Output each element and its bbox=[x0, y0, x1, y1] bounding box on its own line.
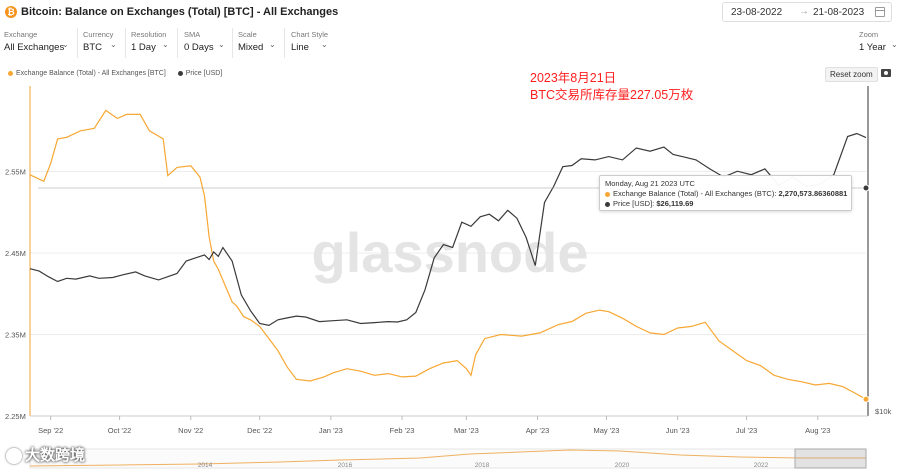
resolution-value: 1 Day bbox=[131, 42, 156, 53]
navigator-tick-label: 2018 bbox=[475, 462, 490, 469]
chevron-down-icon: ⌄ bbox=[321, 40, 328, 49]
currency-value: BTC bbox=[83, 42, 102, 53]
camera-icon[interactable] bbox=[881, 69, 891, 77]
logo-circle-icon bbox=[6, 448, 22, 465]
chevron-down-icon: ⌄ bbox=[218, 40, 225, 49]
x-tick-label: Sep '22 bbox=[38, 426, 63, 435]
tooltip-dot-balance bbox=[605, 191, 610, 197]
chevron-down-icon: ⌄ bbox=[110, 40, 117, 49]
chevron-down-icon: ⌄ bbox=[162, 40, 169, 49]
currency-label: Currency bbox=[83, 30, 114, 39]
scale-label: Scale bbox=[238, 30, 257, 39]
exchange-select[interactable]: Exchange All Exchanges ⌄ bbox=[0, 28, 78, 58]
x-tick-label: Aug '23 bbox=[805, 426, 830, 435]
series-markers bbox=[38, 184, 870, 403]
legend-dot-balance bbox=[8, 70, 13, 76]
zoom-label: Zoom bbox=[859, 30, 879, 39]
x-tick-label: Jun '23 bbox=[666, 426, 690, 435]
x-tick-label: Nov '22 bbox=[178, 426, 203, 435]
legend-label-price: Price [USD] bbox=[185, 70, 223, 77]
y-tick-label: 2.35M bbox=[5, 331, 26, 340]
date-range-picker[interactable]: 23-08-2022 → 21-08-2023 bbox=[722, 2, 892, 22]
reset-zoom-button[interactable]: Reset zoom bbox=[825, 67, 878, 82]
chevron-down-icon: ⌄ bbox=[891, 40, 898, 49]
x-tick-label: Apr '23 bbox=[526, 426, 550, 435]
navigator-tick-label: 2022 bbox=[754, 462, 769, 469]
exchange-label: Exchange bbox=[4, 30, 38, 39]
x-axis: Sep '22 Oct '22 Nov '22 Dec '22 Jan '23 Feb '… bbox=[38, 416, 830, 435]
series-marker-balance bbox=[862, 395, 870, 403]
chart-tooltip: Monday, Aug 21 2023 UTC Exchange Balance… bbox=[599, 175, 852, 211]
y-tick-label: 2.55M bbox=[5, 168, 26, 177]
x-tick-label: Jul '23 bbox=[736, 426, 757, 435]
tooltip-dot-price bbox=[605, 201, 610, 207]
navigator-line bbox=[29, 449, 866, 467]
navigator-tick-label: 2014 bbox=[198, 462, 213, 469]
chart-controls: Exchange All Exchanges ⌄ Currency BTC ⌄ … bbox=[0, 28, 900, 58]
navigator-tick-label: 2020 bbox=[615, 462, 630, 469]
title-bar: ₿ Bitcoin: Balance on Exchanges (Total) … bbox=[0, 0, 900, 26]
x-tick-label: Feb '23 bbox=[390, 426, 415, 435]
y-tick-label: 2.45M bbox=[5, 249, 26, 258]
tooltip-date: Monday, Aug 21 2023 UTC bbox=[605, 179, 695, 188]
legend-item-balance[interactable]: Exchange Balance (Total) - All Exchanges… bbox=[8, 70, 166, 77]
chart-style-label: Chart Style bbox=[291, 30, 329, 39]
resolution-label: Resolution bbox=[131, 30, 167, 39]
navigator-tick-label: 2016 bbox=[338, 462, 353, 469]
tooltip-price-value: $26,119.69 bbox=[656, 199, 694, 208]
chevron-down-icon: ⌄ bbox=[62, 40, 69, 49]
sma-select[interactable]: SMA 0 Days ⌄ bbox=[180, 28, 233, 58]
chevron-down-icon: ⌄ bbox=[269, 40, 276, 49]
arrow-right-icon: → bbox=[799, 6, 809, 17]
sma-label: SMA bbox=[184, 30, 201, 39]
gridlines bbox=[29, 86, 869, 417]
brand-logo: 大数跨境 bbox=[6, 444, 85, 465]
sma-value: 0 Days bbox=[184, 42, 214, 53]
x-tick-label: May '23 bbox=[593, 426, 619, 435]
currency-select[interactable]: Currency BTC ⌄ bbox=[79, 28, 126, 58]
range-navigator[interactable]: 2014 2016 2018 2020 2022 bbox=[29, 448, 867, 469]
zoom-select[interactable]: Zoom 1 Year ⌄ bbox=[857, 28, 900, 58]
navigator-selection bbox=[794, 448, 867, 469]
x-tick-label: Dec '22 bbox=[247, 426, 272, 435]
chart-legend: Exchange Balance (Total) - All Exchanges… bbox=[8, 70, 232, 77]
annotation-line1: 2023年8月21日 bbox=[530, 71, 617, 85]
y-axis-right-tick: $10k bbox=[875, 407, 892, 416]
tooltip-balance-label: Exchange Balance (Total) - All Exchanges… bbox=[613, 189, 777, 198]
page-title: Bitcoin: Balance on Exchanges (Total) [B… bbox=[21, 6, 339, 18]
calendar-icon[interactable] bbox=[875, 7, 885, 17]
zoom-value: 1 Year bbox=[859, 42, 886, 53]
bitcoin-icon: ₿ bbox=[5, 6, 17, 18]
y-tick-label: 2.25M bbox=[5, 412, 26, 421]
legend-dot-price bbox=[177, 70, 183, 76]
exchange-value: All Exchanges bbox=[4, 42, 65, 53]
tooltip-price-row: Price [USD]: $26,119.69 bbox=[605, 199, 846, 209]
y-axis-left: 2.55M 2.45M 2.35M 2.25M bbox=[5, 168, 26, 422]
navigator-track bbox=[29, 448, 867, 469]
resolution-select[interactable]: Resolution 1 Day ⌄ bbox=[127, 28, 178, 58]
tooltip-price-label: Price [USD]: bbox=[613, 199, 655, 208]
annotation-text: 2023年8月21日 BTC交易所库存量227.05万枚 bbox=[530, 70, 693, 104]
annotation-line2: BTC交易所库存量227.05万枚 bbox=[530, 88, 694, 102]
x-tick-label: Mar '23 bbox=[454, 426, 479, 435]
chart-style-select[interactable]: Chart Style Line ⌄ bbox=[287, 28, 335, 58]
x-tick-label: Jan '23 bbox=[319, 426, 343, 435]
x-tick-label: Oct '22 bbox=[108, 426, 132, 435]
scale-value: Mixed bbox=[238, 42, 264, 53]
tooltip-balance-row: Exchange Balance (Total) - All Exchanges… bbox=[605, 189, 848, 199]
date-to-input[interactable]: 21-08-2023 bbox=[813, 7, 865, 18]
tooltip-balance-value: 2,270,573.86360881 bbox=[778, 189, 848, 198]
series-marker-price bbox=[862, 184, 870, 192]
legend-item-price[interactable]: Price [USD] bbox=[177, 70, 223, 77]
legend-label-balance: Exchange Balance (Total) - All Exchanges… bbox=[16, 70, 166, 77]
scale-select[interactable]: Scale Mixed ⌄ bbox=[234, 28, 285, 58]
series-line-balance bbox=[29, 109, 867, 400]
chart-style-value: Line bbox=[291, 42, 309, 53]
date-from-input[interactable]: 23-08-2022 bbox=[731, 7, 783, 18]
watermark-text: glassnode bbox=[312, 221, 589, 284]
series-line-price bbox=[29, 132, 867, 327]
brand-logo-text: 大数跨境 bbox=[25, 447, 86, 464]
